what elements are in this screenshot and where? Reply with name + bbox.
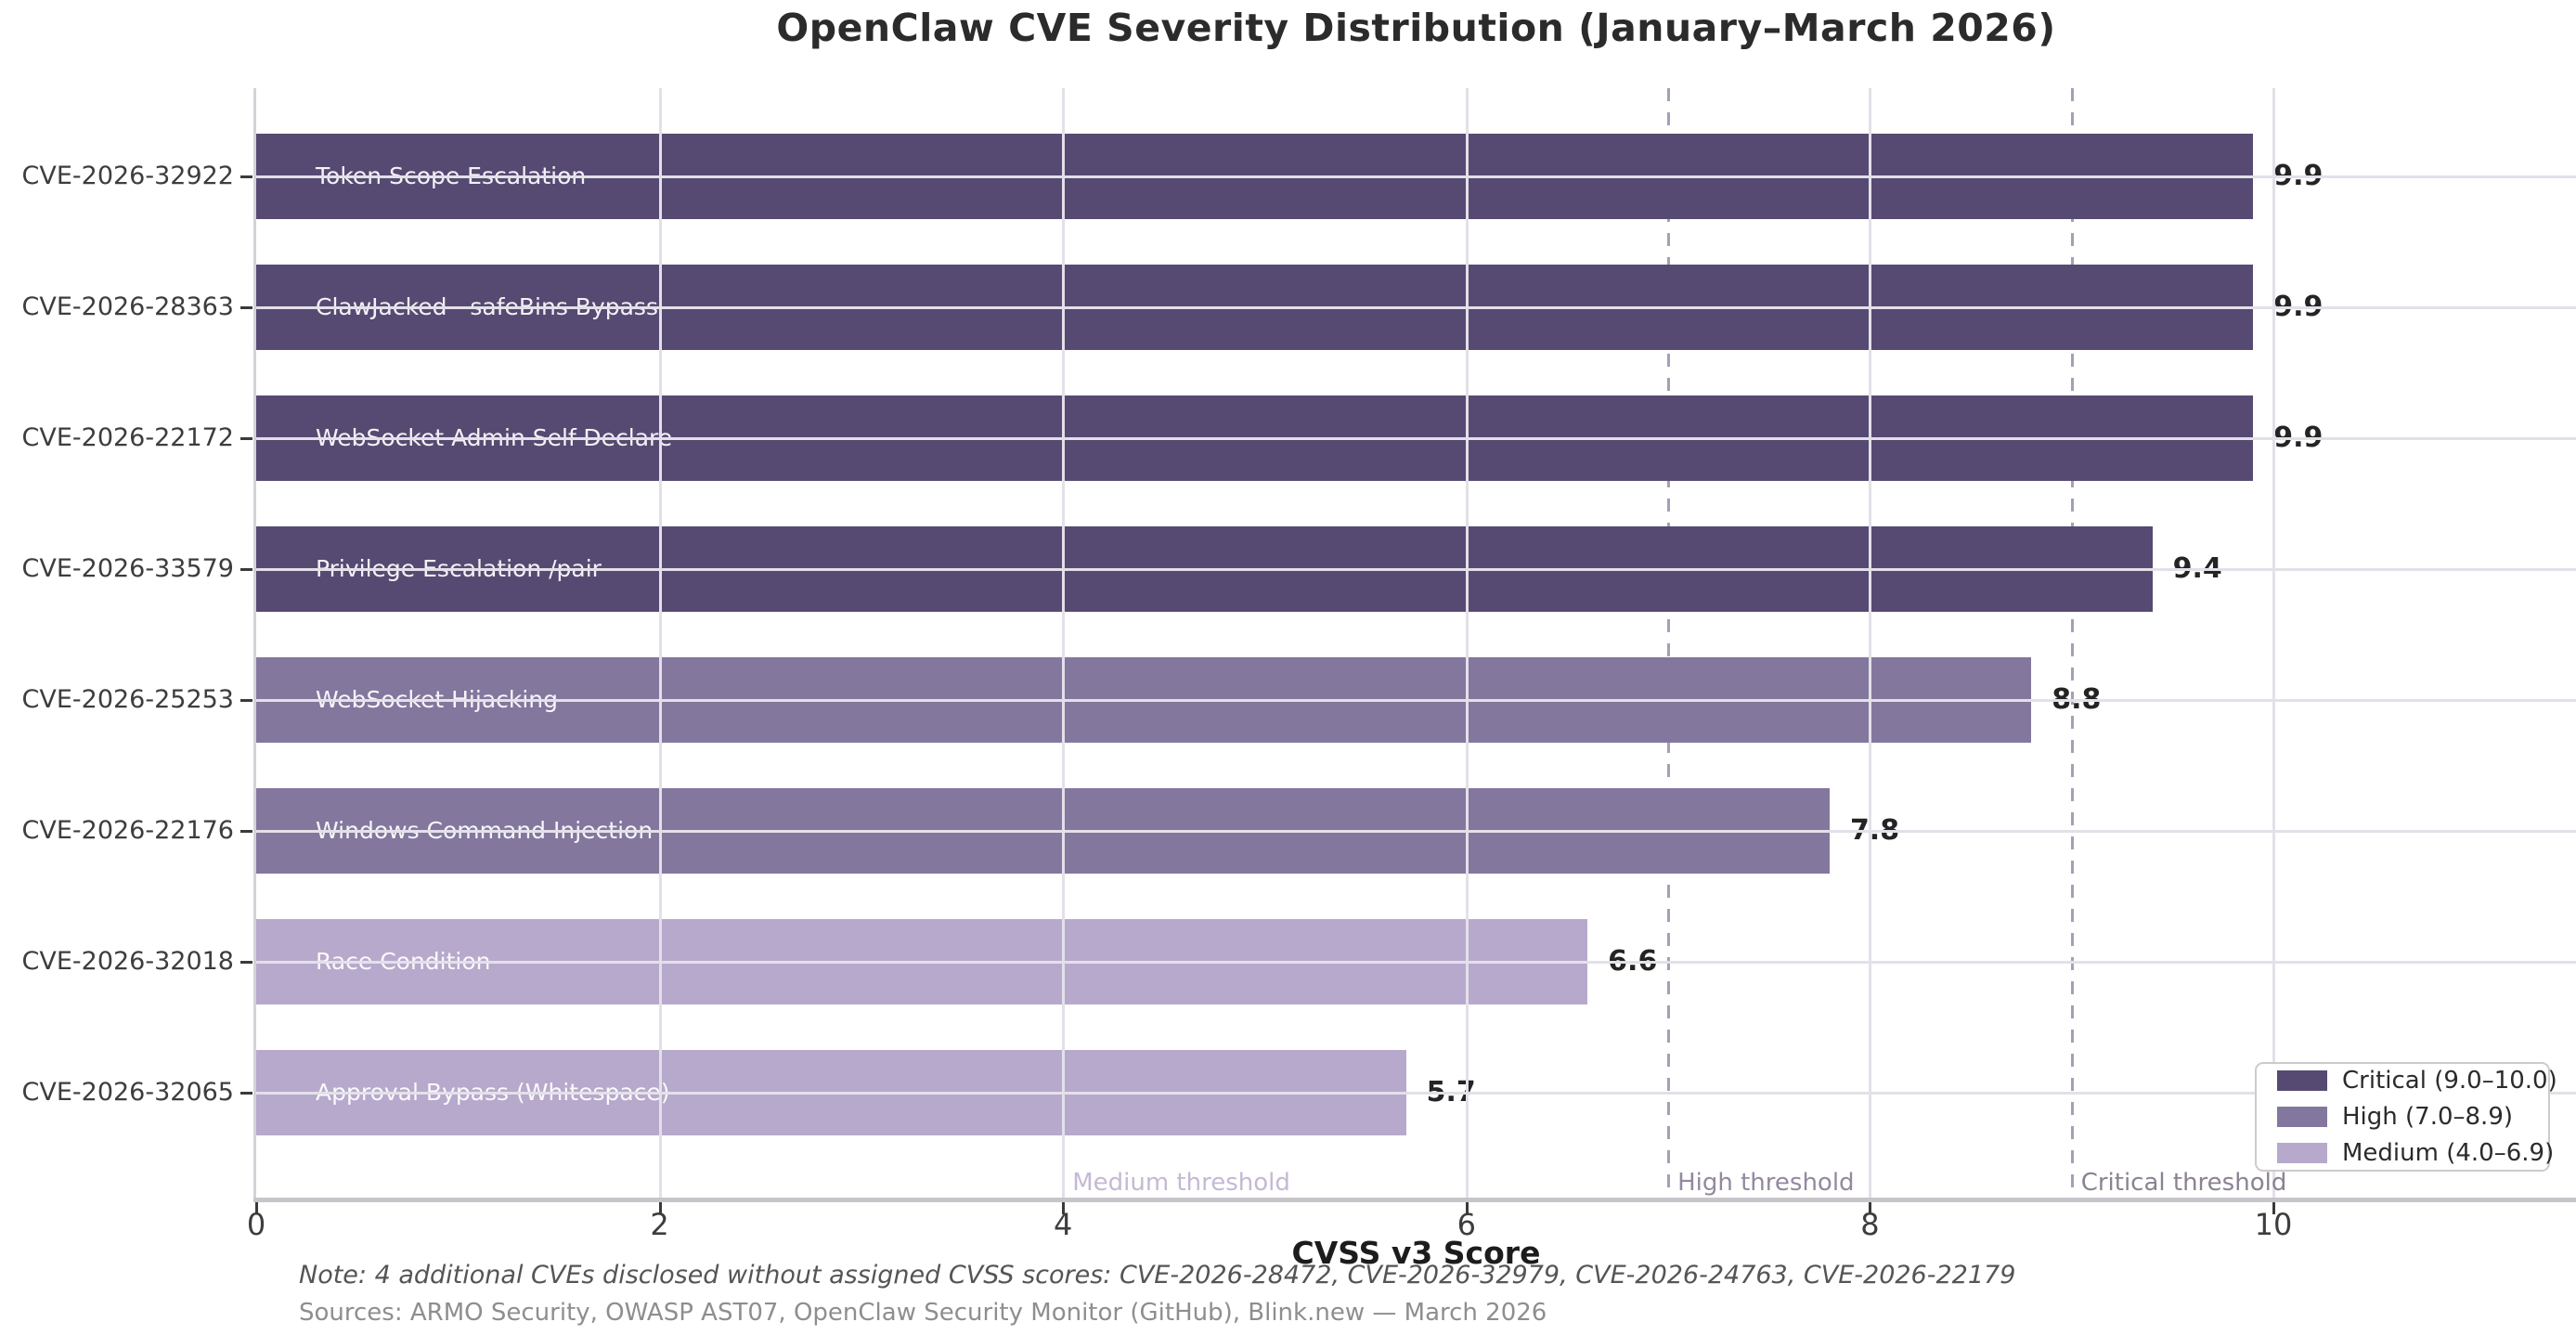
y-tick-mark bbox=[240, 699, 252, 702]
legend-label: Medium (4.0–6.9) bbox=[2342, 1139, 2555, 1167]
y-tick-mark bbox=[240, 437, 252, 440]
horizontal-gridline bbox=[256, 830, 2576, 833]
horizontal-gridline bbox=[256, 699, 2576, 702]
legend-swatch-medium bbox=[2277, 1143, 2327, 1163]
x-tick-label: 8 bbox=[1860, 1207, 1880, 1242]
legend-swatch-critical bbox=[2277, 1070, 2327, 1091]
legend-row-critical: Critical (9.0–10.0) bbox=[2257, 1067, 2557, 1095]
x-tick-mark bbox=[255, 1202, 258, 1214]
x-tick-mark bbox=[1869, 1202, 1872, 1214]
horizontal-gridline bbox=[256, 175, 2576, 178]
legend-label: High (7.0–8.9) bbox=[2342, 1103, 2514, 1131]
x-tick-mark bbox=[658, 1202, 662, 1214]
threshold-label: High threshold bbox=[1677, 1169, 1855, 1197]
y-tick-mark bbox=[240, 830, 252, 833]
x-tick-label: 6 bbox=[1456, 1207, 1476, 1242]
footnote-note: Note: 4 additional CVEs disclosed withou… bbox=[299, 1261, 2016, 1290]
horizontal-gridline bbox=[256, 306, 2576, 309]
threshold-label: Critical threshold bbox=[2080, 1169, 2287, 1197]
threshold-line-high bbox=[1667, 88, 1671, 1198]
x-tick-label: 4 bbox=[1054, 1207, 1073, 1242]
x-axis-title: CVSS v3 Score bbox=[1291, 1235, 1541, 1271]
legend-row-high: High (7.0–8.9) bbox=[2257, 1103, 2548, 1131]
vertical-gridline bbox=[1869, 88, 1872, 1200]
y-axis-label: CVE-2026-32065 bbox=[21, 1078, 234, 1107]
x-tick-mark bbox=[2272, 1202, 2275, 1214]
x-tick-mark bbox=[1062, 1202, 1066, 1214]
x-tick-label: 2 bbox=[650, 1207, 669, 1242]
threshold-line-critical bbox=[2070, 88, 2074, 1198]
horizontal-gridline bbox=[256, 568, 2576, 571]
footnote-sources: Sources: ARMO Security, OWASP AST07, Ope… bbox=[299, 1299, 1547, 1327]
y-axis-label: CVE-2026-28363 bbox=[21, 292, 234, 321]
y-axis-label: CVE-2026-33579 bbox=[21, 554, 234, 583]
legend-label: Critical (9.0–10.0) bbox=[2342, 1067, 2557, 1095]
y-axis-label: CVE-2026-32018 bbox=[21, 947, 234, 976]
horizontal-gridline bbox=[256, 437, 2576, 440]
y-tick-mark bbox=[240, 1092, 252, 1095]
horizontal-gridline bbox=[256, 1092, 2576, 1095]
vertical-gridline bbox=[2272, 88, 2275, 1200]
y-tick-mark bbox=[240, 961, 252, 964]
plot-area: Medium threshold High threshold Critical t… bbox=[240, 88, 2576, 1214]
y-tick-mark bbox=[240, 306, 252, 309]
y-axis-label: CVE-2026-32922 bbox=[21, 162, 234, 190]
legend-row-medium: Medium (4.0–6.9) bbox=[2257, 1139, 2554, 1167]
vertical-gridline bbox=[658, 88, 662, 1200]
y-axis-label: CVE-2026-22172 bbox=[21, 423, 234, 452]
x-tick-label: 0 bbox=[246, 1207, 266, 1242]
y-axis-spine bbox=[253, 88, 256, 1199]
y-tick-mark bbox=[240, 175, 252, 178]
x-tick-mark bbox=[1465, 1202, 1469, 1214]
legend-swatch-high bbox=[2277, 1107, 2327, 1127]
chart-title: OpenClaw CVE Severity Distribution (Janu… bbox=[776, 6, 2056, 50]
vertical-gridline bbox=[1465, 88, 1469, 1200]
y-axis-label: CVE-2026-22176 bbox=[21, 816, 234, 845]
y-tick-mark bbox=[240, 568, 252, 571]
legend: Critical (9.0–10.0) High (7.0–8.9) Medium … bbox=[2255, 1062, 2557, 1172]
x-axis-spine bbox=[253, 1198, 2576, 1202]
horizontal-gridline bbox=[256, 961, 2576, 964]
vertical-gridline bbox=[1062, 88, 1066, 1200]
y-axis-label: CVE-2026-25253 bbox=[21, 685, 234, 714]
threshold-label: Medium threshold bbox=[1072, 1169, 1290, 1197]
